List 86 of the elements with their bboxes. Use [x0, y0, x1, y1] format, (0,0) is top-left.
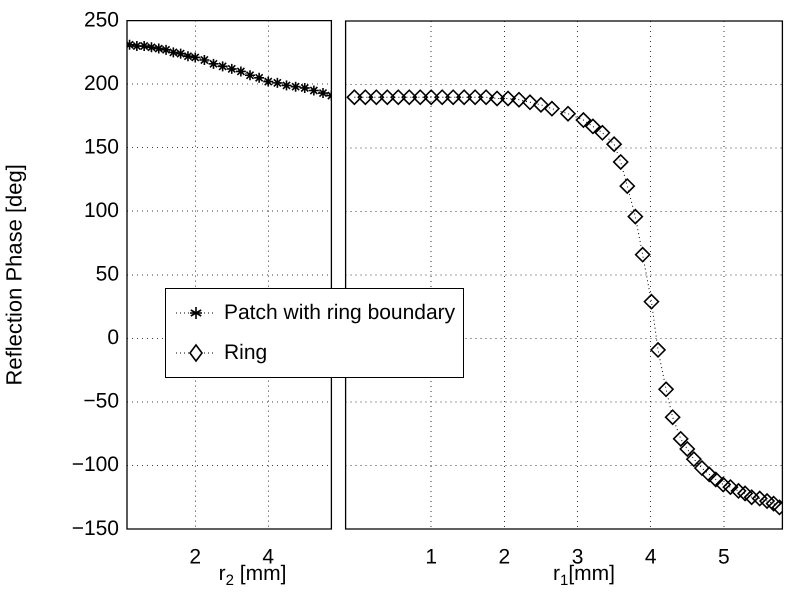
- x-tick-label: 2: [189, 545, 202, 568]
- point: [511, 92, 527, 108]
- point: [189, 52, 202, 64]
- point: [628, 208, 644, 224]
- point: [694, 460, 710, 476]
- point: [131, 40, 143, 52]
- point: [358, 89, 374, 105]
- y-axis-title: Reflection Phase [deg]: [1, 164, 26, 386]
- point: [606, 136, 622, 152]
- point: [346, 89, 362, 105]
- point: [390, 89, 406, 105]
- point: [708, 472, 724, 488]
- point: [208, 58, 220, 70]
- point: [298, 82, 311, 94]
- legend-label: Patch with ring boundary: [224, 301, 456, 325]
- point: [489, 90, 505, 106]
- y-tick-label: 50: [96, 262, 119, 286]
- point: [216, 60, 228, 72]
- point: [594, 124, 610, 141]
- point: [644, 294, 660, 310]
- y-tick-label: 250: [84, 8, 119, 32]
- point: [290, 80, 302, 92]
- legend-label: Ring: [224, 341, 268, 365]
- point: [168, 46, 180, 58]
- point: [272, 77, 284, 89]
- point: [317, 87, 329, 99]
- x-tick-label: 4: [644, 545, 657, 568]
- x-tick-label: 1: [425, 545, 438, 568]
- point: [401, 89, 418, 105]
- point: [544, 100, 560, 116]
- point: [235, 66, 247, 78]
- point: [650, 342, 666, 358]
- point: [533, 97, 549, 113]
- point: [744, 489, 760, 506]
- point: [658, 382, 674, 398]
- point: [280, 80, 292, 92]
- point: [152, 42, 165, 54]
- point: [701, 466, 718, 482]
- y-tick-label: 150: [84, 135, 119, 158]
- point: [262, 76, 274, 88]
- point: [522, 94, 538, 110]
- point: [730, 483, 746, 499]
- point: [576, 112, 592, 128]
- point: [634, 246, 650, 262]
- point: [585, 118, 601, 134]
- point: [560, 106, 576, 122]
- point: [715, 476, 731, 492]
- point: [686, 451, 702, 467]
- point: [380, 89, 396, 105]
- point: [664, 409, 680, 426]
- x-tick-label: 5: [718, 545, 730, 568]
- point: [434, 89, 450, 105]
- y-tick-label: 200: [84, 72, 119, 95]
- point: [766, 496, 782, 512]
- point: [445, 89, 461, 105]
- y-tick-label: −100: [72, 453, 119, 476]
- point: [679, 441, 696, 457]
- point: [619, 178, 636, 194]
- point: [174, 48, 186, 60]
- point: [182, 50, 194, 62]
- point: [138, 40, 150, 52]
- point: [759, 493, 775, 509]
- point: [198, 54, 210, 66]
- point: [253, 72, 265, 84]
- x-tick-label: 2: [498, 545, 510, 568]
- point: [722, 479, 738, 495]
- y-tick-label: −50: [83, 390, 119, 413]
- point: [244, 69, 256, 82]
- y-tick-label: 0: [107, 326, 119, 350]
- point: [308, 84, 320, 96]
- point: [160, 44, 172, 56]
- point: [423, 89, 440, 105]
- point: [500, 90, 516, 106]
- point: [456, 89, 472, 105]
- point: [467, 89, 483, 105]
- point: [478, 89, 494, 105]
- y-tick-label: −150: [72, 516, 119, 540]
- point: [226, 63, 238, 75]
- point: [672, 431, 688, 447]
- point: [368, 89, 384, 105]
- point: [752, 490, 768, 506]
- point: [412, 89, 428, 105]
- point: [612, 154, 629, 170]
- point: [737, 486, 753, 502]
- y-tick-label: 100: [84, 199, 119, 222]
- point: [146, 41, 158, 54]
